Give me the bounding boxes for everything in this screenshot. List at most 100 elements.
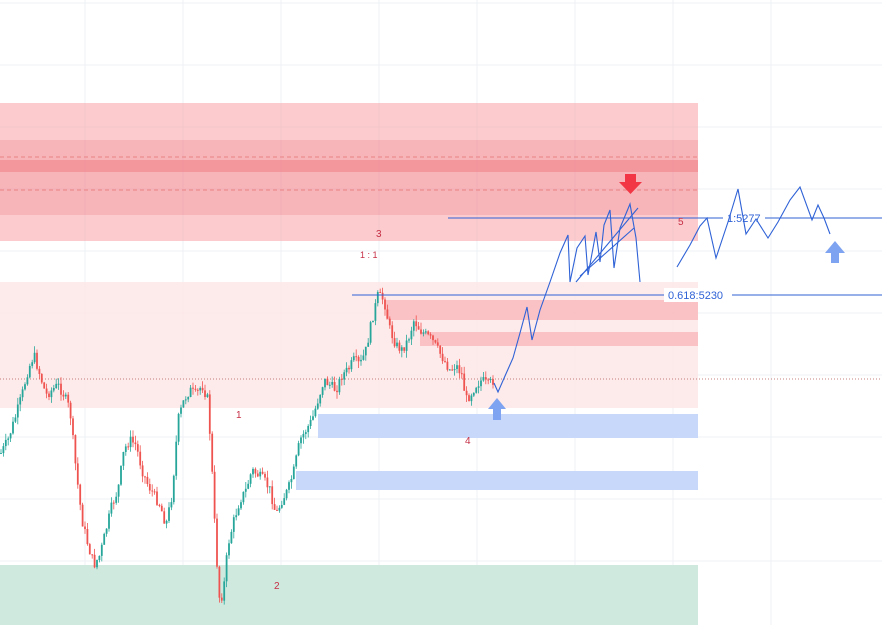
candle-down [271, 486, 274, 505]
demand-zone-2 [296, 471, 698, 490]
candle-down [348, 367, 350, 370]
candle-up [314, 408, 317, 417]
candle-up [283, 498, 286, 505]
candle-up [480, 380, 482, 387]
candle-up [328, 384, 331, 386]
candle-down [86, 529, 89, 545]
candle-down [381, 292, 384, 300]
candle-up [120, 465, 122, 485]
wave-label-1: 1 [236, 410, 242, 421]
candle-down [398, 342, 401, 351]
candle-down [127, 446, 130, 448]
candle-up [312, 416, 314, 420]
candle-down [158, 504, 161, 506]
candle-down [432, 335, 434, 341]
candle-up [338, 378, 341, 393]
candle-down [355, 356, 358, 358]
candle-down [43, 382, 46, 389]
candle-down [38, 368, 41, 374]
candle-down [144, 476, 146, 478]
candle-down [196, 389, 199, 391]
candle-up [285, 489, 288, 499]
candle-up [376, 292, 379, 304]
candle-up [244, 488, 247, 492]
candle-down [60, 383, 62, 395]
candle-up [33, 352, 36, 363]
down-arrow-icon [619, 174, 642, 194]
candle-down [93, 554, 96, 568]
wave-label-5: 5 [678, 217, 684, 228]
candle-down [139, 451, 142, 466]
candle-up [280, 505, 283, 508]
candle-up [477, 386, 480, 388]
candle-down [276, 509, 278, 511]
candle-up [472, 392, 475, 396]
candle-down [88, 544, 91, 555]
fib-level-0618-label: 0.618:5230 [668, 290, 723, 302]
candle-up [124, 446, 127, 452]
supply-zone-inner [0, 140, 698, 215]
sell-signal [619, 174, 642, 194]
candle-down [434, 340, 437, 343]
candle-up [324, 378, 326, 388]
candle-up [28, 366, 31, 378]
candle-up [249, 474, 252, 484]
candle-up [165, 520, 168, 524]
candle-down [264, 473, 266, 478]
candle-up [367, 342, 370, 347]
candle-down [141, 465, 144, 477]
candle-up [100, 544, 103, 556]
candle-up [396, 342, 398, 347]
candle-down [333, 382, 336, 391]
candle-down [45, 388, 48, 394]
candle-down [163, 511, 166, 524]
candle-up [288, 482, 290, 490]
candle-up [369, 322, 372, 343]
candle-down [160, 505, 163, 512]
candle-up [307, 426, 310, 433]
candle-down [379, 292, 382, 293]
candle-down [201, 387, 204, 391]
candle-up [26, 377, 29, 385]
candle-down [261, 471, 264, 474]
candle-up [470, 395, 473, 402]
candle-up [172, 475, 175, 503]
wave-label-2: 2 [274, 581, 280, 592]
fib-level-0618-label-bg [664, 288, 732, 302]
candle-down [192, 387, 194, 389]
candle-down [146, 476, 149, 484]
candle-up [424, 331, 427, 333]
candle-down [79, 484, 82, 505]
candle-up [96, 559, 98, 568]
candle-up [456, 365, 458, 369]
candle-down [40, 374, 43, 383]
candle-down [417, 326, 420, 330]
candle-down [254, 468, 257, 474]
candle-up [199, 387, 202, 391]
candle-up [206, 394, 209, 397]
candle-up [129, 436, 132, 448]
projection-line-right [676, 185, 831, 268]
candle-up [228, 543, 230, 556]
candle-down [393, 338, 396, 347]
candle-up [374, 303, 377, 321]
candle-up [350, 360, 353, 370]
candle-up [50, 390, 53, 398]
candle-up [175, 441, 178, 476]
candle-up [122, 452, 125, 466]
candle-up [242, 491, 245, 503]
candle-up [16, 404, 19, 418]
candles [0, 287, 494, 605]
candle-up [268, 486, 271, 488]
candle-down [136, 444, 139, 452]
candle-down [48, 393, 50, 397]
candle-down [415, 321, 418, 327]
projection-wedge-line-2 [579, 227, 635, 277]
candle-up [345, 367, 348, 373]
candle-down [463, 373, 466, 391]
candle-up [110, 502, 113, 514]
candle-down [76, 463, 79, 485]
candle-up [57, 383, 60, 385]
candle-down [460, 373, 463, 375]
demand-zone-1 [318, 414, 698, 438]
